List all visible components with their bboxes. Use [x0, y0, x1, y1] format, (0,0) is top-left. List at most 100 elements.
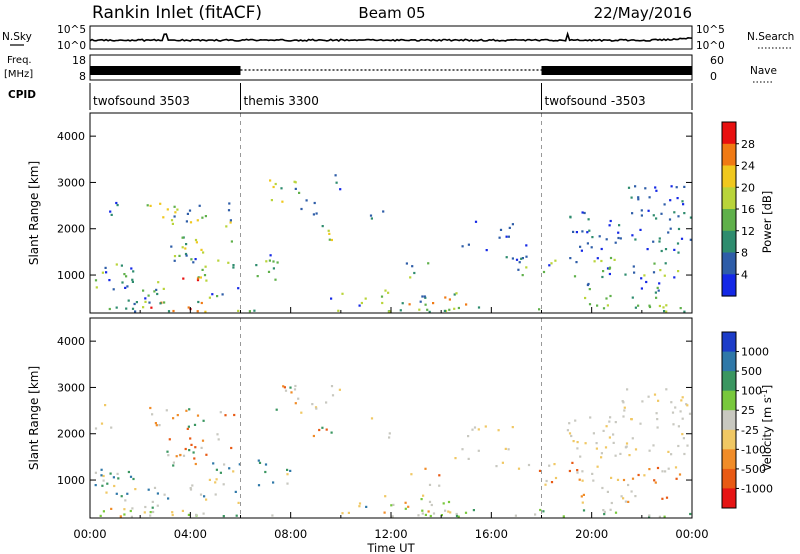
power-cell [153, 290, 156, 293]
power-cell [380, 295, 384, 298]
power-cell [201, 268, 204, 271]
velocity-cell [665, 496, 669, 499]
power-cell [613, 258, 616, 261]
velocity-cell [194, 462, 197, 466]
power-cell [197, 276, 200, 279]
power-cell [181, 236, 184, 239]
velocity-cell [199, 493, 203, 496]
velocity-cell [321, 426, 324, 429]
power-cell [185, 220, 188, 223]
velocity-cell [608, 436, 611, 439]
power-cell [586, 283, 589, 287]
velocity-cell [234, 490, 237, 493]
velocity-cell [184, 447, 187, 451]
power-cell [202, 251, 205, 254]
power-cell [618, 224, 621, 227]
power-cell [511, 223, 514, 226]
power-cell [673, 276, 676, 279]
power-cell [187, 306, 190, 309]
power-cell [677, 227, 681, 231]
power-cell [655, 217, 658, 220]
power-cell [172, 309, 175, 313]
noise-sky-line [89, 31, 693, 42]
power-cell [149, 204, 152, 207]
velocity-cell [647, 395, 650, 398]
noise-tick-right-top: 10^5 [696, 24, 725, 36]
velocity-cell [655, 412, 658, 415]
power-cell [448, 308, 451, 311]
velocity-cell [634, 495, 637, 498]
velocity-cell [550, 481, 554, 484]
power-cell [199, 276, 202, 279]
power-cell [413, 271, 416, 275]
velocity-cell [202, 419, 205, 422]
velocity-cell [421, 512, 424, 515]
time-tick-label-0: 00:00 [73, 527, 106, 541]
velocity-cell [331, 394, 335, 397]
power-cell [328, 238, 331, 241]
power-cell [580, 249, 583, 252]
power-cell [167, 310, 171, 313]
power-cell [609, 219, 612, 223]
power-cell [663, 310, 666, 313]
velocity-cell [152, 510, 155, 514]
power-cell [335, 181, 338, 184]
power-cell [639, 228, 642, 231]
power-cell [655, 189, 658, 192]
velocity-cell [219, 411, 222, 414]
power-cell [339, 188, 342, 191]
power-cell [424, 296, 427, 299]
frequency-panel: Freq. [MHz] 18 8 60 0 Nave [4, 54, 777, 83]
power-cell [196, 279, 200, 282]
velocity-cell [591, 472, 594, 475]
power-cell [126, 285, 129, 288]
power-cell [162, 216, 165, 219]
velocity-cell [179, 453, 182, 457]
power-cell [675, 186, 678, 189]
cpid-segment-1: themis 3300 [244, 94, 319, 108]
velocity-cell [215, 478, 218, 481]
velocity-cell [102, 479, 105, 482]
power-cell [602, 307, 606, 310]
velocity-cell [656, 466, 660, 470]
power-cell [586, 242, 589, 245]
velocity-cell [628, 454, 631, 457]
power-cell [125, 307, 128, 310]
velocity-cell [517, 467, 521, 470]
velocity-cell [417, 514, 420, 517]
velocity-cell [680, 399, 683, 402]
velocity-cell [119, 515, 122, 518]
power-cell [115, 201, 118, 205]
velocity-cell [120, 495, 123, 498]
velocity-cell [447, 500, 451, 504]
velocity-cell [182, 454, 186, 457]
velocity-cell [223, 463, 226, 466]
power-cell [315, 212, 318, 215]
power-cell [669, 199, 672, 202]
velocity-cell [222, 515, 225, 518]
power-cell [127, 299, 130, 302]
velocity-cell [193, 423, 197, 426]
velocity-cell [294, 402, 297, 405]
velocity-cell [553, 463, 556, 466]
power-cell [633, 271, 636, 274]
power-cell [196, 219, 199, 222]
power-cell [569, 257, 572, 260]
velocity-cell [102, 510, 105, 513]
power-cell [112, 288, 115, 291]
velocity-cell [311, 403, 314, 406]
power-cell [505, 256, 508, 259]
freq-tick-left-top: 18 [72, 54, 86, 67]
velocity-cell [472, 509, 475, 512]
velocity-cell [609, 508, 612, 511]
velocity-cell [129, 475, 133, 478]
velocity-cell [117, 477, 120, 480]
velocity-ylabel: Slant Range [km] [27, 366, 41, 470]
power-cell [606, 267, 610, 270]
power-cell [276, 261, 279, 264]
velocity-cell [216, 433, 219, 436]
power-cell [131, 280, 134, 283]
velocity-cell [554, 476, 558, 480]
velocity-cell [100, 422, 104, 425]
power-ylabel: Slant Range [km] [27, 161, 41, 265]
